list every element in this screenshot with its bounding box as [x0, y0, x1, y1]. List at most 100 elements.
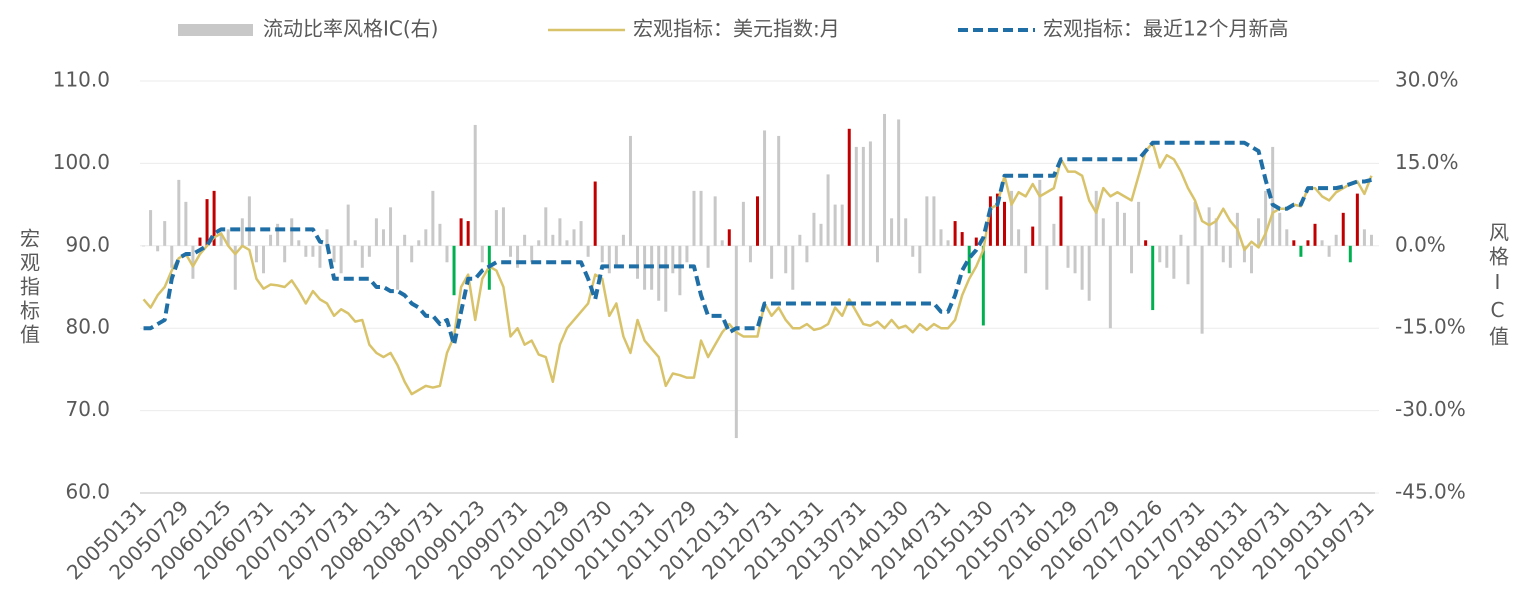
bar — [1306, 240, 1310, 246]
bar — [981, 245, 985, 326]
bar — [1087, 245, 1091, 301]
bar — [699, 190, 703, 246]
bar — [1094, 190, 1098, 246]
bar — [946, 240, 950, 246]
bar — [191, 245, 195, 279]
bar — [558, 218, 562, 246]
bar — [960, 232, 964, 246]
bar — [544, 207, 548, 246]
bar — [516, 245, 520, 268]
bar — [1101, 218, 1105, 246]
bar — [727, 229, 731, 246]
bar — [381, 229, 385, 246]
bar — [466, 221, 470, 246]
bar — [551, 234, 555, 246]
bar — [424, 229, 428, 246]
bar — [163, 221, 167, 246]
bar — [784, 245, 788, 274]
bar — [290, 218, 294, 246]
bar — [1186, 245, 1190, 285]
bar — [254, 245, 258, 263]
bar — [438, 223, 442, 246]
bar — [226, 229, 230, 246]
bar — [664, 245, 668, 312]
y-axis-label: 宏观指标值 — [17, 228, 41, 348]
y2-axis-label: 风格IC值 — [1486, 222, 1510, 350]
bar — [1242, 245, 1246, 263]
bar — [1059, 196, 1063, 246]
bar — [219, 234, 223, 246]
bar — [501, 207, 505, 246]
legend-swatch — [178, 24, 253, 36]
bar — [798, 234, 802, 246]
bar — [403, 234, 407, 246]
bar — [509, 245, 512, 257]
bar — [572, 229, 576, 246]
bar — [1257, 218, 1261, 246]
bar — [833, 204, 837, 246]
bar — [304, 245, 308, 257]
bar — [706, 245, 710, 268]
bar — [459, 218, 463, 246]
bar — [360, 245, 364, 268]
y-tick-label: 100.0 — [53, 150, 110, 174]
bar — [353, 240, 357, 246]
bar — [819, 223, 823, 246]
bar — [932, 196, 936, 246]
bar — [628, 135, 632, 246]
y-tick-label: 110.0 — [53, 68, 110, 92]
bar — [233, 245, 237, 290]
bar — [332, 245, 336, 263]
bar — [607, 245, 611, 274]
bar — [1017, 229, 1021, 246]
bar — [318, 245, 322, 268]
bar — [480, 245, 484, 263]
bar — [1115, 201, 1119, 246]
bar — [156, 245, 160, 252]
bar — [1369, 234, 1373, 246]
bar — [396, 245, 400, 290]
bar — [1207, 207, 1211, 246]
line — [142, 141, 1373, 396]
bar — [1130, 245, 1134, 274]
bar — [1362, 229, 1366, 246]
bar — [565, 240, 569, 246]
bar — [1334, 234, 1338, 246]
bar — [1165, 245, 1169, 268]
bar — [1045, 245, 1049, 290]
bar — [1214, 218, 1218, 246]
bar — [523, 234, 527, 246]
bar — [1327, 245, 1331, 257]
bar — [586, 245, 590, 257]
bar — [861, 146, 865, 246]
bar — [1341, 212, 1345, 246]
bar — [494, 210, 498, 246]
bar — [297, 240, 301, 246]
bar — [621, 234, 625, 246]
bar — [374, 218, 378, 246]
dashed-line — [143, 140, 1372, 347]
bar — [240, 218, 244, 246]
bar — [1010, 190, 1014, 246]
bar — [770, 245, 774, 279]
bar — [883, 113, 887, 246]
bar — [1158, 245, 1162, 263]
bar — [840, 204, 844, 246]
y2-tick-label: -45.0% — [1395, 480, 1466, 504]
bar — [939, 229, 943, 246]
legend-label: 宏观指标：最近12个月新高 — [1043, 17, 1288, 41]
bar — [1137, 201, 1141, 246]
bar — [283, 245, 287, 263]
bar — [636, 245, 640, 279]
bar — [247, 196, 251, 246]
bar — [1348, 245, 1352, 263]
bar — [1031, 226, 1035, 246]
bar — [537, 240, 541, 246]
y2-tick-label: 30.0% — [1395, 68, 1459, 92]
bar — [1299, 245, 1303, 257]
bar — [1066, 245, 1070, 268]
bar — [791, 245, 795, 290]
bar — [1313, 223, 1317, 246]
bar — [1038, 179, 1042, 246]
